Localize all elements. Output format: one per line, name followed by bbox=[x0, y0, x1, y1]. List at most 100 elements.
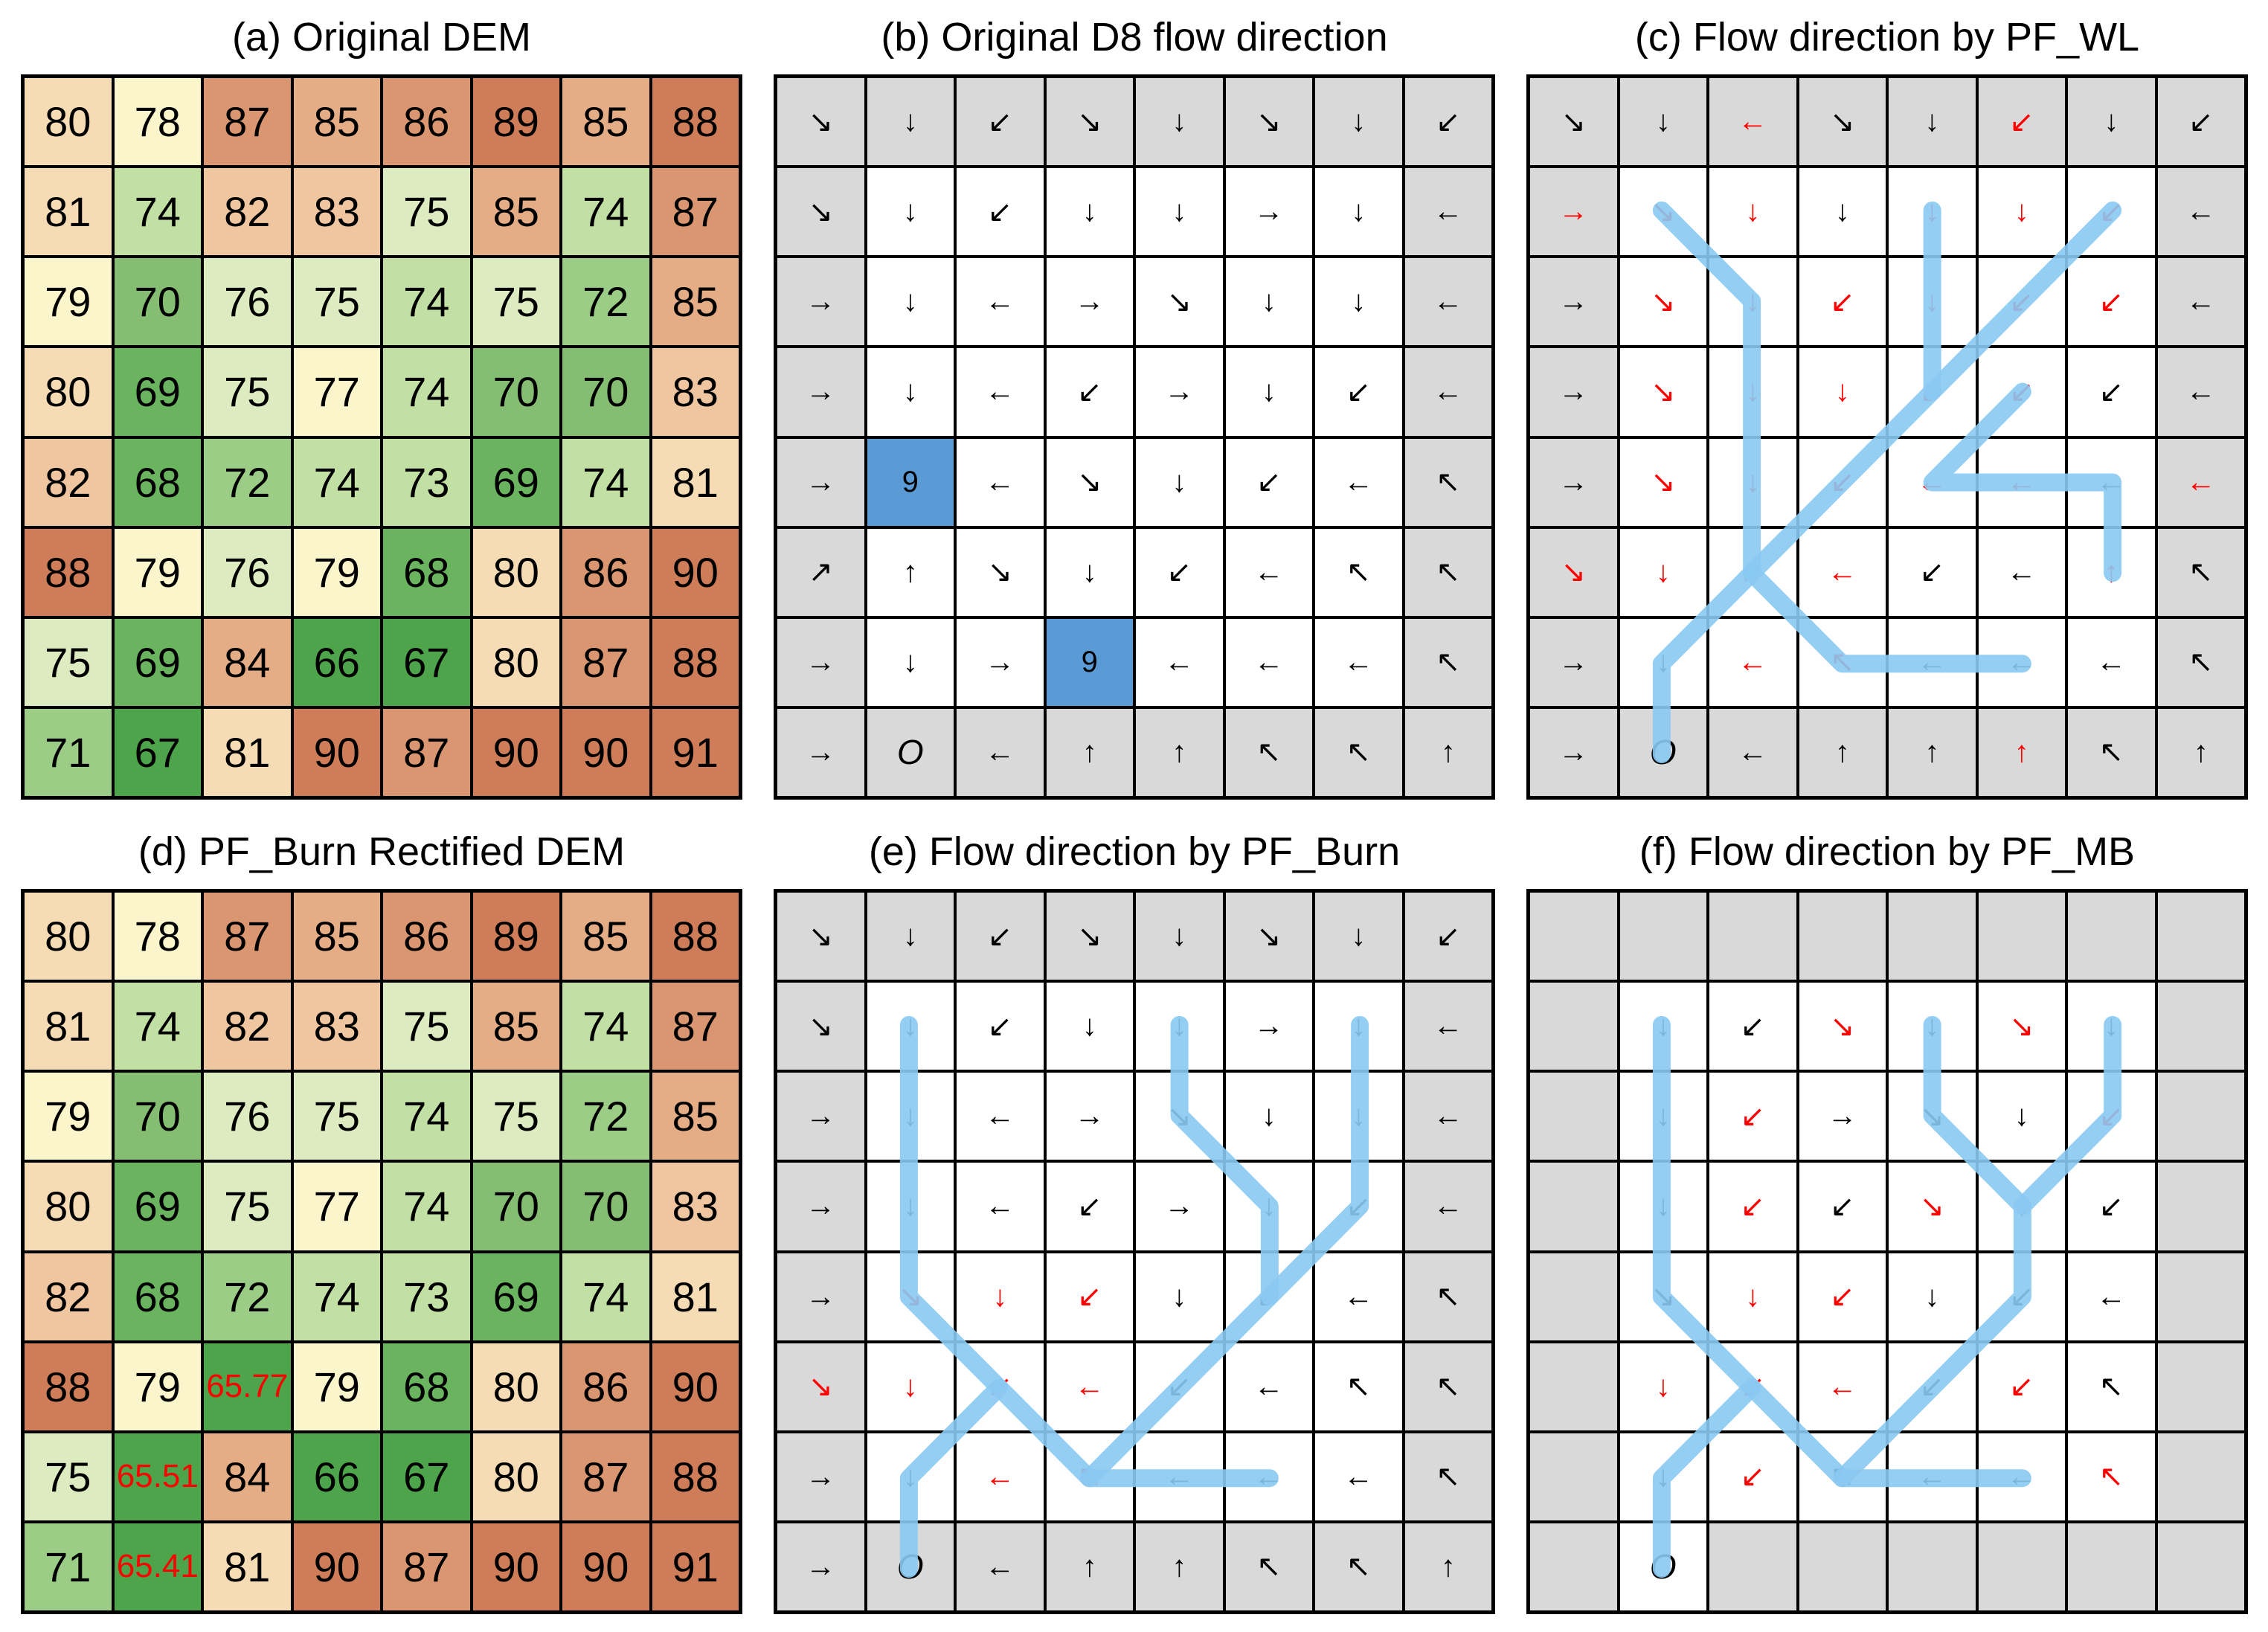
flow-direction-cell bbox=[1797, 1521, 1887, 1612]
dem-cell: 69 bbox=[112, 1161, 202, 1252]
flow-direction-cell: ↓ bbox=[1708, 437, 1798, 527]
flow-direction-cell: ↖ bbox=[1224, 707, 1314, 797]
flow-direction-cell: ↖ bbox=[1314, 707, 1404, 797]
flow-direction-cell: ↓ bbox=[1887, 1251, 1977, 1342]
dem-cell: 69 bbox=[471, 437, 561, 527]
dem-cell: 74 bbox=[382, 1071, 472, 1162]
flow-direction-cell bbox=[2156, 1521, 2246, 1612]
dem-cell: 87 bbox=[561, 1431, 651, 1522]
dem-cell: 81 bbox=[23, 167, 113, 257]
dem-cell: 90 bbox=[561, 707, 651, 797]
flow-direction-cell: ↓ bbox=[865, 891, 955, 982]
panel-original-dem: (a) Original DEM 80 78 87 85 86 89 85 88 81 74 82 8… bbox=[21, 0, 742, 800]
flow-direction-cell: ← bbox=[1314, 1431, 1404, 1522]
dem-cell: 86 bbox=[382, 77, 472, 167]
dem-cell: 74 bbox=[382, 1161, 472, 1252]
dem-cell: 74 bbox=[382, 257, 472, 347]
dem-cell: 65.77 bbox=[202, 1341, 292, 1432]
dem-cell: 68 bbox=[112, 1251, 202, 1342]
outlet-cell: O bbox=[865, 707, 955, 797]
flow-direction-cell: ↙ bbox=[1708, 1341, 1798, 1432]
flow-direction-cell: ← bbox=[1797, 1341, 1887, 1432]
flow-direction-cell: ↙ bbox=[1708, 1071, 1798, 1162]
flow-direction-cell: ↘ bbox=[1797, 77, 1887, 167]
flow-direction-cell: ↘ bbox=[1134, 257, 1224, 347]
dem-cell: 88 bbox=[650, 617, 740, 707]
dem-cell: 76 bbox=[202, 1071, 292, 1162]
dem-cell: 87 bbox=[202, 77, 292, 167]
panel-pf-burn: (e) Flow direction by PF_Burn ↘ ↓ ↙ ↘ ↓ ↘ ↓ ↙ ↘ ↓… bbox=[774, 815, 1495, 1614]
flow-direction-cell: ↘ bbox=[1224, 77, 1314, 167]
flow-direction-cell: ↙ bbox=[1797, 1251, 1887, 1342]
flow-direction-cell: ↘ bbox=[1224, 891, 1314, 982]
dem-cell: 79 bbox=[23, 257, 113, 347]
flow-direction-cell: ↘ bbox=[1618, 257, 1708, 347]
flow-direction-cell: ↖ bbox=[2156, 527, 2246, 617]
flow-direction-cell: ↙ bbox=[2066, 167, 2156, 257]
flow-direction-cell: ↓ bbox=[955, 1251, 1045, 1342]
flow-direction-cell: ← bbox=[955, 347, 1045, 437]
flow-direction-cell bbox=[1887, 1521, 1977, 1612]
dem-cell: 79 bbox=[112, 1341, 202, 1432]
flow-direction-cell: ← bbox=[2156, 347, 2246, 437]
flow-direction-cell: ↘ bbox=[776, 981, 866, 1072]
flow-direction-cell: ↓ bbox=[865, 167, 955, 257]
flow-direction-cell: ↙ bbox=[1134, 1341, 1224, 1432]
flow-direction-cell bbox=[2156, 1071, 2246, 1162]
dem-cell: 75 bbox=[471, 257, 561, 347]
flow-direction-cell: ↓ bbox=[1224, 347, 1314, 437]
flow-direction-cell: → bbox=[1134, 1161, 1224, 1252]
panel-f-title: (f) Flow direction by PF_MB bbox=[1639, 829, 2136, 874]
flow-direction-cell: → bbox=[1224, 981, 1314, 1072]
flow-direction-cell: ← bbox=[1708, 617, 1798, 707]
flow-direction-cell: ← bbox=[1044, 1341, 1134, 1432]
dem-cell: 82 bbox=[23, 1251, 113, 1342]
flow-direction-cell: ↘ bbox=[1618, 437, 1708, 527]
dem-cell: 80 bbox=[23, 77, 113, 167]
flow-direction-cell: ↓ bbox=[1708, 347, 1798, 437]
dem-cell: 75 bbox=[471, 1071, 561, 1162]
dem-cell: 85 bbox=[471, 981, 561, 1072]
flow-direction-cell: ↘ bbox=[776, 1341, 866, 1432]
dem-cell: 72 bbox=[202, 437, 292, 527]
flow-direction-cell: → bbox=[1529, 707, 1619, 797]
dem-cell: 69 bbox=[112, 347, 202, 437]
dem-cell: 90 bbox=[471, 1521, 561, 1612]
flow-direction-cell: ↙ bbox=[1797, 437, 1887, 527]
flow-direction-cell: ↓ bbox=[865, 77, 955, 167]
flow-direction-cell: ↖ bbox=[1403, 1431, 1493, 1522]
flow-direction-cell: ↓ bbox=[1797, 347, 1887, 437]
flow-direction-cell: ↙ bbox=[1976, 1341, 2066, 1432]
flow-direction-cell: ↑ bbox=[1976, 707, 2066, 797]
flow-direction-grid: ↘ ↓ ↙ ↘ ↓ ↘ ↓ ↙ ↘ ↓ ↙ ↓ ↓ → ↓ ← → ↓ ← → ↘ ↓ ↓ ← → ↓ ← ↙ → ↓ ↙ ← → ↘ ↓ ↙ ↓ ↙ ← ↖… bbox=[774, 889, 1495, 1614]
flow-direction-cell: ↙ bbox=[955, 981, 1045, 1072]
flow-direction-cell: ← bbox=[1134, 617, 1224, 707]
sink-cell: 9 bbox=[865, 437, 955, 527]
dem-cell: 75 bbox=[202, 347, 292, 437]
dem-cell: 74 bbox=[292, 437, 382, 527]
panel-pf-mb: (f) Flow direction by PF_MB ↓ ↙ ↘ ↓ ↘ ↓ ↓ ↙ → ↘ ↓ ↙… bbox=[1526, 815, 2248, 1614]
flow-direction-cell: ← bbox=[955, 257, 1045, 347]
flow-direction-cell: ← bbox=[1314, 1251, 1404, 1342]
flow-direction-cell bbox=[1529, 1341, 1619, 1432]
flow-direction-cell: ↙ bbox=[1314, 1161, 1404, 1252]
flow-direction-cell: → bbox=[1044, 1071, 1134, 1162]
flow-direction-cell: ↓ bbox=[1618, 1431, 1708, 1522]
flow-direction-cell: ← bbox=[2066, 437, 2156, 527]
flow-direction-cell: ↓ bbox=[1797, 167, 1887, 257]
flow-direction-cell: ↓ bbox=[1134, 437, 1224, 527]
dem-cell: 80 bbox=[471, 527, 561, 617]
flow-direction-cell: ↖ bbox=[1314, 1521, 1404, 1612]
flow-direction-cell: ↓ bbox=[2066, 77, 2156, 167]
flow-direction-cell bbox=[1887, 891, 1977, 982]
dem-cell: 82 bbox=[23, 437, 113, 527]
flow-direction-cell: ← bbox=[1403, 1071, 1493, 1162]
flow-direction-cell: ↖ bbox=[2066, 1341, 2156, 1432]
dem-cell: 80 bbox=[23, 1161, 113, 1252]
flow-direction-cell: ↓ bbox=[1708, 1251, 1798, 1342]
flow-direction-cell: ↓ bbox=[1224, 1071, 1314, 1162]
flow-direction-grid: ↘ ↓ ← ↘ ↓ ↙ ↓ ↙ → ↘ ↓ ↓ ↓ ↓ ↙ ← → ↘ ↓ ↙ ↓ ↙ ↙ ← → ↘ ↓ ↓ ↙ ↙ ↙ ← → ↘ ↓ ↙ ← ← ← ←… bbox=[1526, 74, 2248, 800]
flow-direction-cell: ↑ bbox=[2066, 527, 2156, 617]
dem-cell: 74 bbox=[112, 981, 202, 1072]
dem-cell: 90 bbox=[650, 527, 740, 617]
